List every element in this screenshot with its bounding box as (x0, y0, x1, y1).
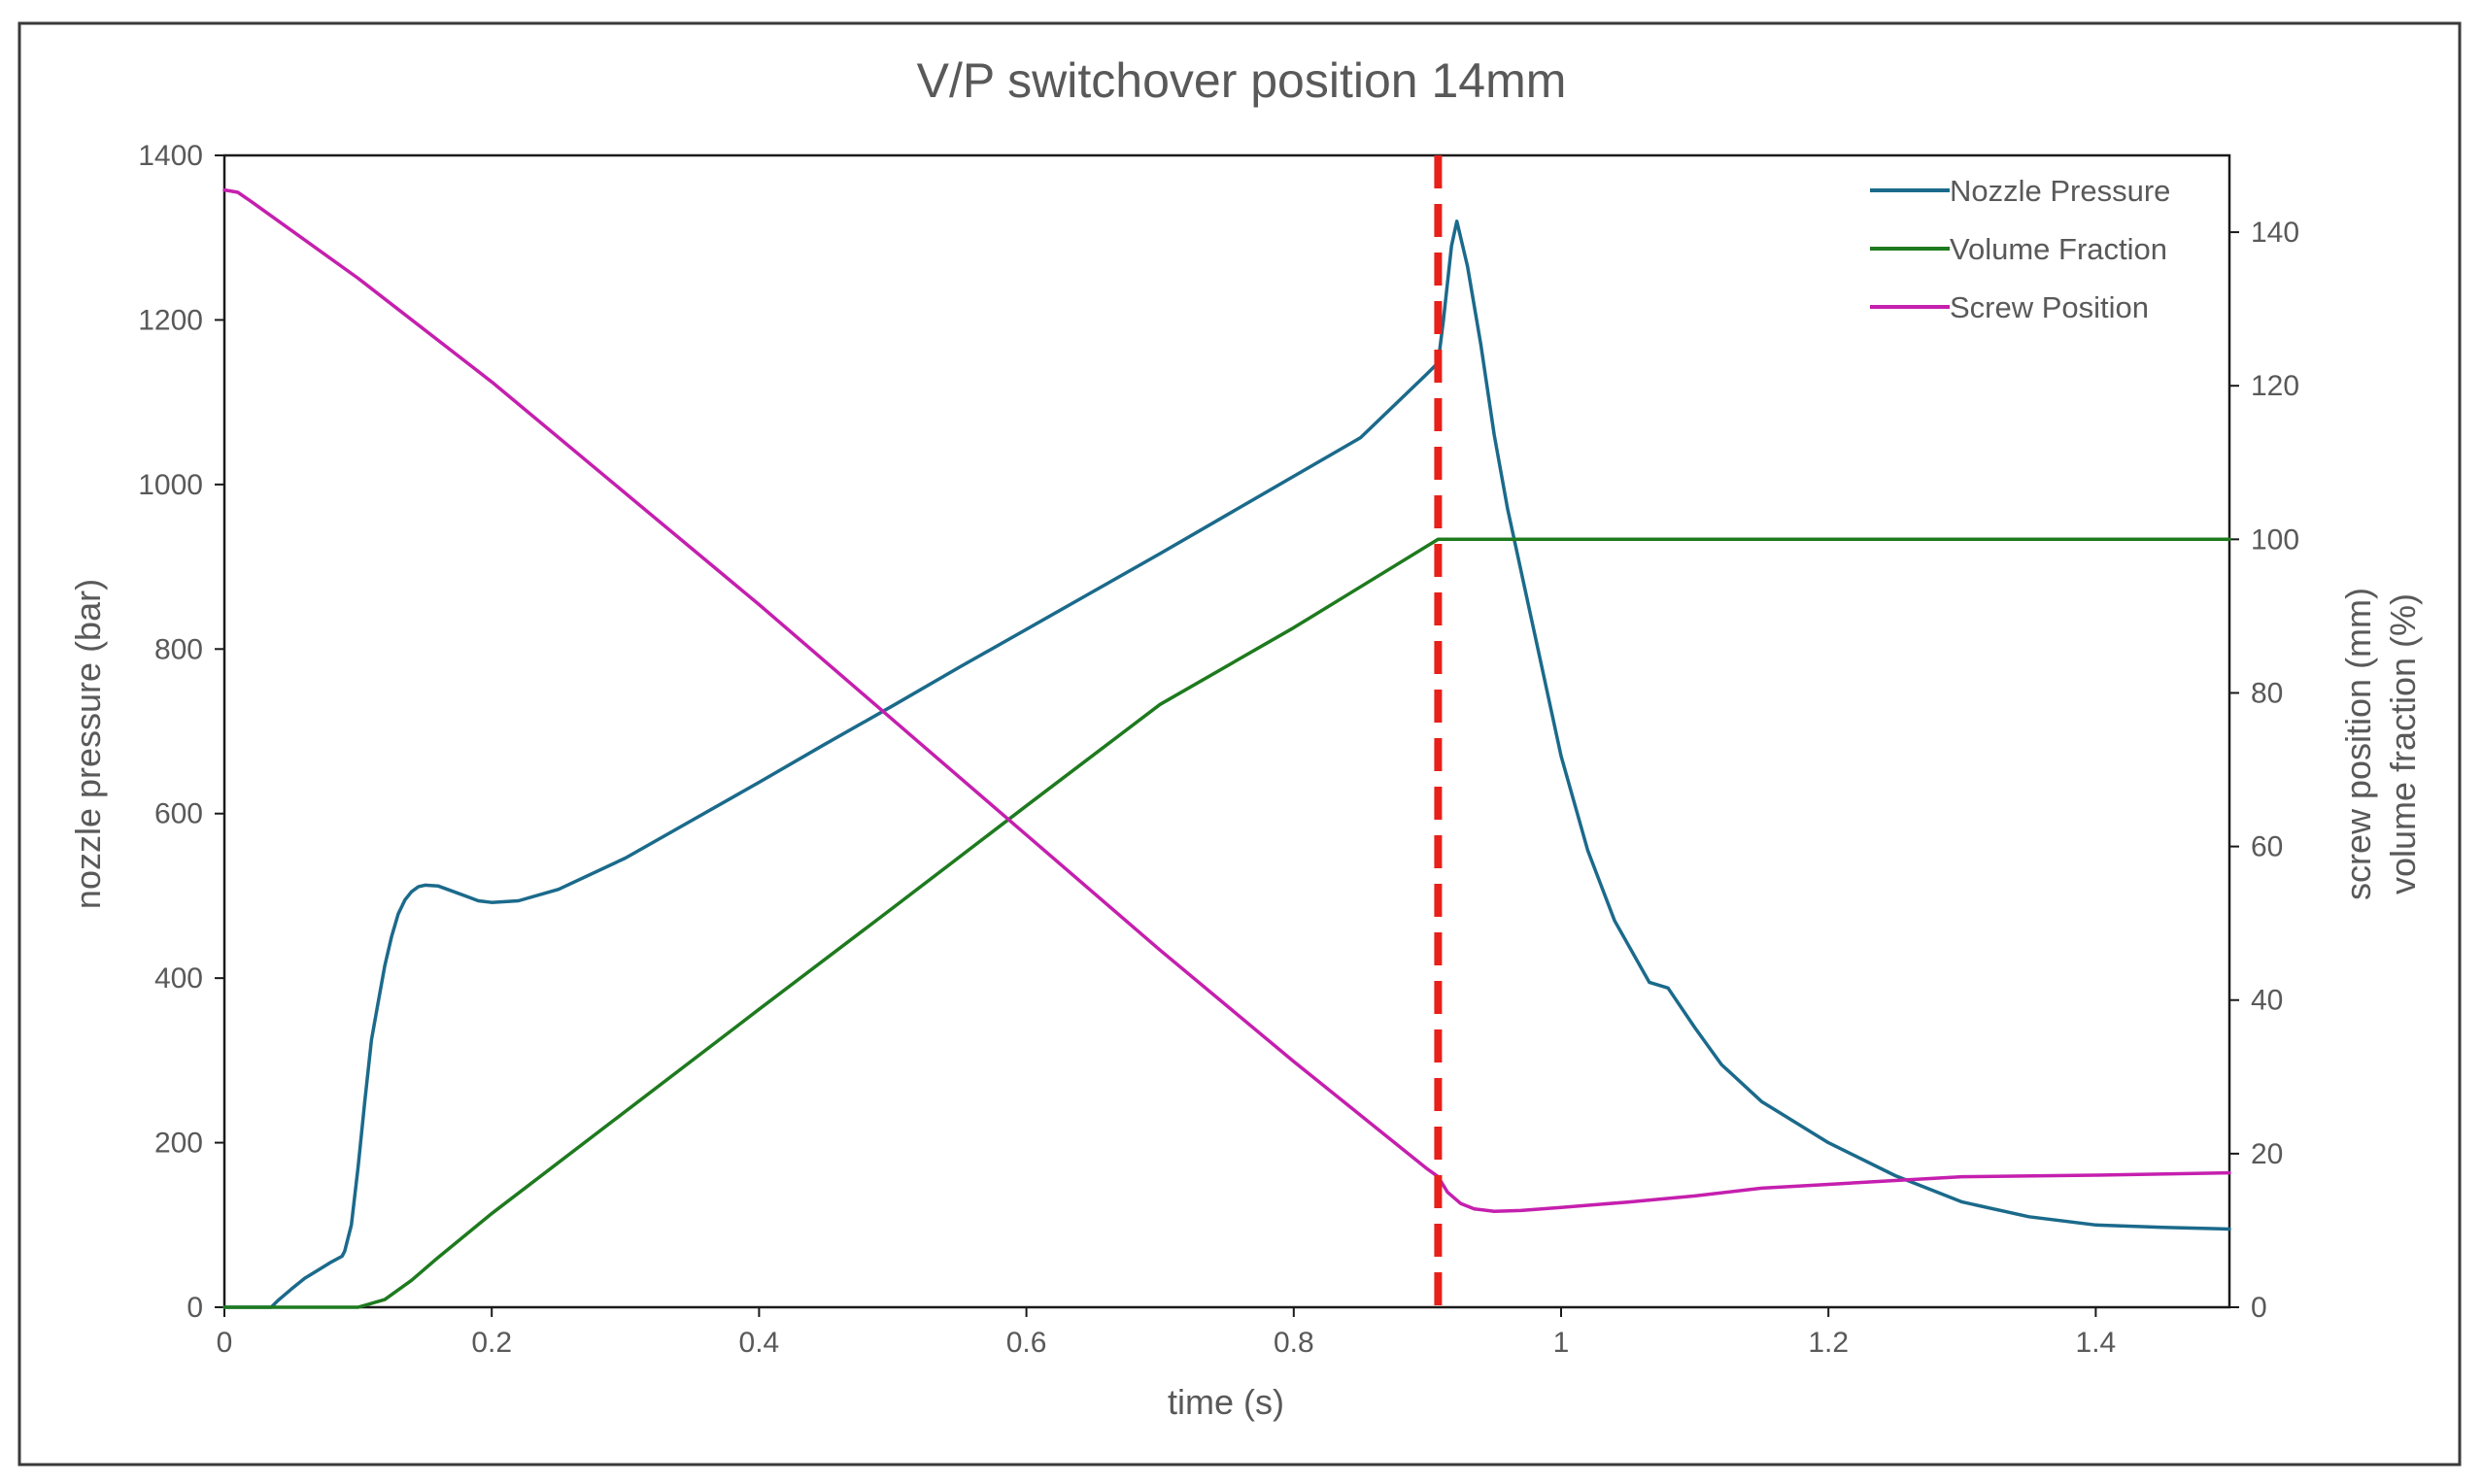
y2-axis-title-screw: screw position (mm) (2338, 588, 2378, 900)
y2-tick-label: 140 (2251, 217, 2299, 249)
y-tick-label: 0 (187, 1292, 203, 1324)
x-tick-label: 1.2 (1808, 1327, 1849, 1359)
x-tick-label: 1 (1553, 1327, 1570, 1359)
x-tick-label: 0.8 (1274, 1327, 1314, 1359)
y2-tick-label: 40 (2251, 985, 2283, 1017)
series-line-screw-position (222, 187, 2231, 1213)
chart-title: V/P switchover position 14mm (917, 53, 1567, 108)
x-tick-label: 0.2 (471, 1327, 512, 1359)
legend: Nozzle Pressure Volume Fraction Screw Posi… (1870, 174, 2170, 324)
y2-tick-label: 20 (2251, 1138, 2283, 1170)
y2-tick-label: 100 (2251, 523, 2299, 556)
y-tick-label: 200 (154, 1128, 203, 1160)
series-line-volume-fraction (222, 537, 2231, 1309)
x-tick-label: 0 (217, 1327, 233, 1359)
plot-area: 0 0.2 0.4 0.6 0.8 1 1.2 1.402004006008001000120… (138, 140, 2299, 1359)
x-tick-label: 1.4 (2076, 1327, 2117, 1359)
x-axis-title: time (s) (1168, 1382, 1284, 1422)
y2-tick-label: 0 (2251, 1292, 2267, 1324)
y-tick-label: 800 (154, 633, 203, 665)
outer-border (17, 21, 2462, 1467)
y-tick-label: 600 (154, 798, 203, 830)
y-axis-title: nozzle pressure (bar) (68, 579, 108, 909)
y-tick-label: 1400 (138, 140, 203, 172)
plot-area-border (222, 153, 2231, 1309)
y2-tick-label: 120 (2251, 370, 2299, 402)
y2-axis-title-volume: volume fraction (%) (2383, 593, 2423, 894)
y-tick-label: 1000 (138, 469, 203, 501)
x-tick-label: 0.4 (739, 1327, 780, 1359)
y-tick-label: 1200 (138, 304, 203, 336)
y2-tick-label: 60 (2251, 831, 2283, 863)
legend-label-nozzle-pressure: Nozzle Pressure (1950, 174, 2170, 208)
series-line-nozzle-pressure (222, 219, 2231, 1309)
y2-tick-label: 80 (2251, 677, 2283, 709)
legend-label-volume-fraction: Volume Fraction (1950, 232, 2167, 266)
legend-label-screw-position: Screw Position (1950, 290, 2149, 324)
y-tick-label: 400 (154, 962, 203, 995)
x-tick-label: 0.6 (1006, 1327, 1047, 1359)
